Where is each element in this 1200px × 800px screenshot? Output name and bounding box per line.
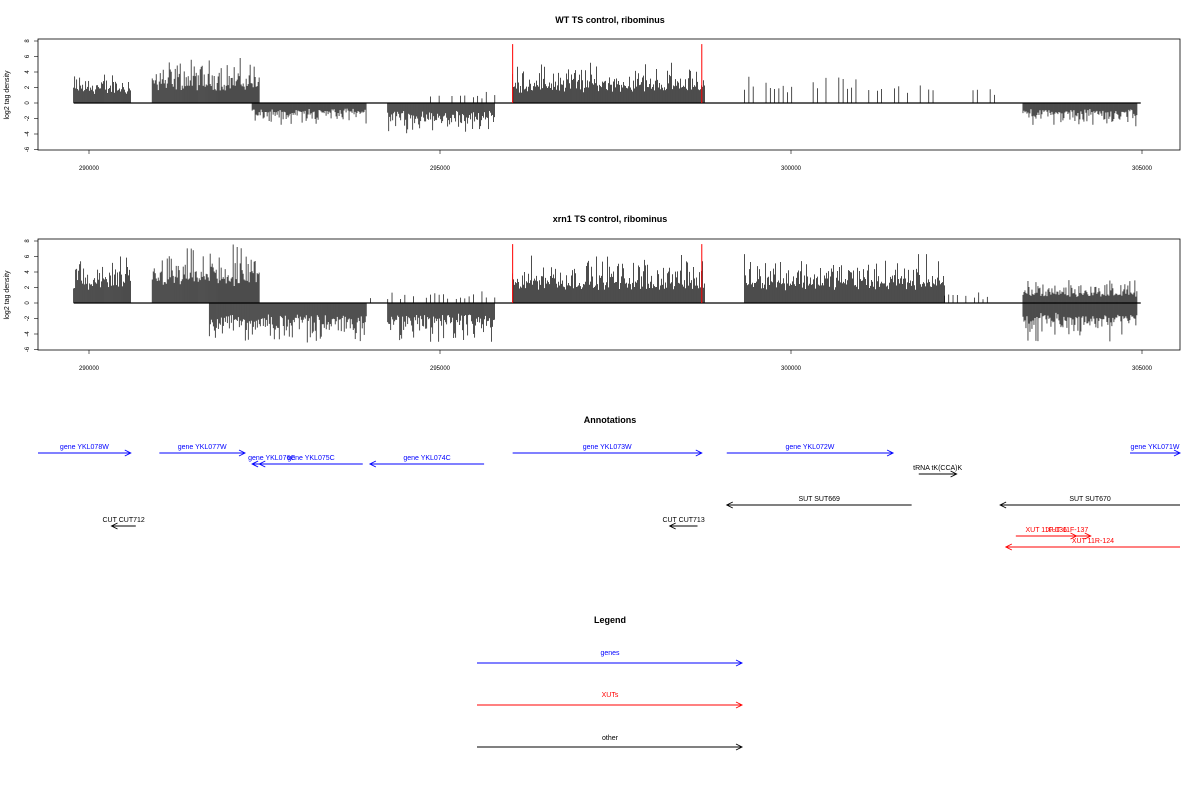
feature-label: gene YKL071W <box>1131 444 1180 451</box>
legend-label: genes <box>600 650 620 657</box>
xrn1-x-tick-label: 290000 <box>79 366 100 372</box>
annotation-feature: tRNA tK(CCA)K <box>913 465 963 478</box>
feature-label: XUT 11R-124 <box>1072 538 1114 545</box>
wt-x-tick-label: 305000 <box>1132 166 1153 172</box>
arrowhead-icon <box>238 449 246 457</box>
arrowhead-icon <box>1084 532 1092 540</box>
arrowhead-icon <box>999 501 1007 509</box>
xrn1-y-tick-label: 0 <box>25 301 31 305</box>
wt-plot-frame <box>37 38 1181 151</box>
feature-label: CUT CUT713 <box>662 517 704 524</box>
annotation-feature: XUT 11F-137 <box>1044 527 1092 540</box>
arrowhead-icon <box>1173 449 1182 457</box>
xrn1-x-axis: 290000 295000 300000 305000 <box>79 350 1153 372</box>
legend-arrowhead-icon <box>735 701 744 709</box>
xrn1-y-tick-label: 4 <box>25 270 31 274</box>
wt-y-tick-label: 0 <box>25 101 31 105</box>
annotation-feature: gene YKL077W <box>159 444 246 457</box>
arrowhead-icon <box>695 449 703 457</box>
legend-item-other: other <box>477 735 744 751</box>
wt-y-tick-label: -4 <box>25 131 31 137</box>
wt-y-tick-label: 8 <box>25 39 31 43</box>
legend-title: Legend <box>594 615 626 625</box>
xrn1-y-axis-label: log2 tag density <box>4 270 11 320</box>
xrn1-panel-title: xrn1 TS control, ribominus <box>553 214 668 224</box>
wt-y-axis: 8 6 4 2 0 -2 -4 -6 <box>25 39 38 152</box>
feature-label: gene YKL078W <box>60 444 109 451</box>
wt-y-tick-label: 4 <box>25 70 31 74</box>
annotation-feature: gene YKL075C <box>258 455 363 468</box>
annotation-feature: gene YKL071W <box>1130 444 1182 457</box>
annotation-feature: CUT CUT712 <box>103 517 145 530</box>
legend-label: XUTs <box>602 692 619 699</box>
wt-panel-title: WT TS control, ribominus <box>555 15 665 25</box>
wt-y-tick-label: -6 <box>25 146 31 152</box>
wt-x-tick-label: 290000 <box>79 166 100 172</box>
wt-coverage-panel: WT TS control, ribominus log2 tag densit… <box>4 15 1181 172</box>
annotation-feature: gene YKL074C <box>368 455 485 468</box>
xrn1-y-tick-label: 6 <box>25 254 31 258</box>
annotation-feature: CUT CUT713 <box>662 517 705 530</box>
wt-x-tick-label: 295000 <box>430 166 451 172</box>
xrn1-x-tick-label: 305000 <box>1132 366 1153 372</box>
annotation-feature: XUT 11R-124 <box>1004 538 1180 551</box>
feature-label: XUT 11F-136 <box>1025 527 1066 534</box>
xrn1-y-tick-label: 8 <box>25 239 31 243</box>
wt-x-tick-label: 300000 <box>781 166 802 172</box>
annotation-feature: gene YKL078W <box>38 444 132 457</box>
xrn1-plot-frame <box>37 238 1181 351</box>
arrowhead-icon <box>258 460 266 468</box>
legend-item-xuts: XUTs <box>477 692 744 709</box>
wt-coverage-bars <box>73 44 1141 134</box>
feature-label: gene YKL075C <box>287 455 334 462</box>
arrowhead-icon <box>368 460 377 468</box>
xrn1-y-tick-label: 2 <box>25 285 31 289</box>
wt-y-tick-label: 2 <box>25 85 31 89</box>
feature-label: gene YKL077W <box>178 444 227 451</box>
wt-y-tick-label: 6 <box>25 54 31 58</box>
feature-label: gene YKL072W <box>785 444 834 451</box>
annotation-feature: gene YKL073W <box>512 444 703 457</box>
legend-item-genes: genes <box>477 650 744 667</box>
legend: Legend genes XUTs other <box>477 615 744 751</box>
legend-arrowhead-icon <box>735 659 744 667</box>
wt-x-axis: 290000 295000 300000 305000 <box>79 150 1153 172</box>
arrowhead-icon <box>668 522 676 530</box>
annotation-feature: gene YKL072W <box>726 444 895 457</box>
xrn1-x-tick-label: 300000 <box>781 366 802 372</box>
annotations-title: Annotations <box>584 415 637 425</box>
feature-label: gene YKL076C <box>248 455 295 462</box>
legend-label: other <box>602 735 619 742</box>
wt-y-tick-label: -2 <box>25 115 31 121</box>
arrowhead-icon <box>124 449 132 457</box>
arrowhead-icon <box>725 501 733 509</box>
arrowhead-icon <box>950 470 958 478</box>
arrowhead-icon <box>110 522 118 530</box>
feature-label: SUT SUT670 <box>1069 496 1111 503</box>
feature-label: tRNA tK(CCA)K <box>913 465 962 472</box>
wt-y-axis-label: log2 tag density <box>4 70 11 120</box>
feature-label: SUT SUT669 <box>798 496 840 503</box>
legend-arrowhead-icon <box>735 743 744 751</box>
annotation-feature: SUT SUT669 <box>725 496 912 509</box>
arrowhead-icon <box>1004 543 1013 551</box>
xrn1-y-tick-label: -6 <box>25 346 31 352</box>
annotations-track: Annotations gene YKL078W gene YKL077W gene… <box>38 415 1182 551</box>
arrowhead-icon <box>251 460 259 468</box>
feature-label: XUT 11F-137 <box>1047 527 1088 534</box>
annotation-feature: SUT SUT670 <box>999 496 1180 509</box>
xrn1-y-tick-label: -4 <box>25 331 31 337</box>
feature-label: CUT CUT712 <box>103 517 145 524</box>
feature-label: gene YKL074C <box>403 455 450 462</box>
xrn1-y-tick-label: -2 <box>25 315 31 321</box>
xrn1-coverage-bars <box>73 244 1141 343</box>
xrn1-y-axis: 8 6 4 2 0 -2 -4 -6 <box>25 239 38 352</box>
feature-label: gene YKL073W <box>583 444 632 451</box>
xrn1-x-tick-label: 295000 <box>430 366 451 372</box>
arrowhead-icon <box>886 449 895 457</box>
xrn1-coverage-panel: xrn1 TS control, ribominus log2 tag dens… <box>4 214 1181 372</box>
